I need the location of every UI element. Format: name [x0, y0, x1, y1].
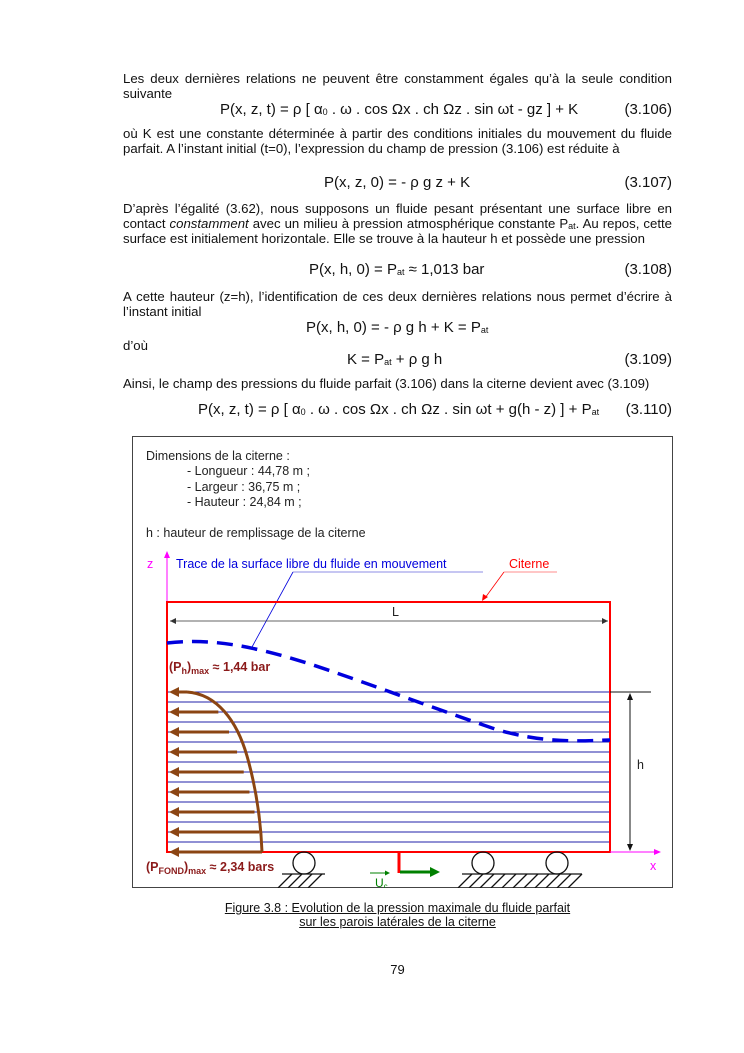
pressure-arrowhead-icon [169, 827, 179, 837]
dims-title: Dimensions de la citerne : [146, 449, 290, 463]
figure-tank-diagram: Dimensions de la citerne : - Longueur : … [132, 436, 673, 888]
x-axis-arrow-icon [654, 849, 661, 855]
citerne-leader [484, 571, 505, 599]
paragraph-4: A cette hauteur (z=h), l’identification … [123, 289, 672, 319]
trace-label: Trace de la surface libre du fluide en m… [176, 557, 447, 571]
pressure-arrowhead-icon [169, 787, 179, 797]
free-surface-trace [166, 639, 611, 743]
equation-k: P(x, h, 0) = - ρ g h + K = Pat [306, 319, 489, 336]
caption-line-2: sur les parois latérales de la citerne [299, 915, 496, 929]
paragraph-3: D’après l’égalité (3.62), nous supposons… [123, 201, 672, 246]
paragraph-1: Les deux dernières relations ne peuvent … [123, 71, 672, 101]
x-label: x [650, 859, 657, 873]
equation-3-109: K = Pat + ρ g h (3.109) [347, 351, 672, 368]
tank [166, 601, 611, 853]
equation-3-106: P(x, z, t) = ρ [ α0 . ω . cos Ωx . ch Ωz… [220, 101, 672, 118]
pressure-arrows [169, 687, 262, 857]
page-number: 79 [390, 962, 405, 977]
pfond-max-label: (PFOND)max ≈ 2,34 bars [146, 860, 274, 876]
pressure-profile [186, 690, 264, 853]
equation-3-108: P(x, h, 0) = Pat ≈ 1,013 bar (3.108) [309, 261, 672, 278]
equation-3-107: P(x, z, 0) = - ρ g z + K (3.107) [324, 174, 672, 191]
citerne-label: Citerne [509, 557, 549, 571]
z-axis-arrow-icon [164, 551, 170, 558]
h-definition: h : hauteur de remplissage de la citerne [146, 526, 366, 540]
paragraph-6: Ainsi, le champ des pressions du fluide … [123, 376, 650, 391]
pressure-arrowhead-icon [169, 747, 179, 757]
trace-leader [251, 571, 294, 648]
pressure-arrowhead-icon [169, 687, 179, 697]
dim-length: - Longueur : 44,78 m ; [187, 464, 310, 478]
z-label: z [147, 557, 153, 571]
velocity-arrow-icon [430, 867, 440, 877]
citerne-arrow-icon [482, 594, 488, 601]
pressure-arrowhead-icon [169, 727, 179, 737]
ph-max-label: (Ph)max ≈ 1,44 bar [169, 660, 270, 676]
dim-height: - Hauteur : 24,84 m ; [187, 495, 302, 509]
caption-line-1: Figure 3.8 : Evolution de la pression ma… [224, 901, 571, 915]
dim-width: - Largeur : 36,75 m ; [187, 480, 300, 494]
uc-label: Uc [375, 876, 388, 888]
supports [277, 851, 583, 888]
pressure-arrowhead-icon [169, 767, 179, 777]
pressure-arrowhead-icon [169, 847, 179, 857]
equation-3-110: P(x, z, t) = ρ [ α0 . ω . cos Ωx . ch Ωz… [198, 401, 672, 418]
paragraph-5: d’où [123, 338, 148, 353]
L-label: L [392, 605, 399, 619]
pressure-arrowhead-icon [169, 807, 179, 817]
pressure-arrowhead-icon [169, 707, 179, 717]
figure-caption: Figure 3.8 : Evolution de la pression ma… [123, 901, 672, 929]
paragraph-2: où K est une constante déterminée à part… [123, 126, 672, 156]
uc-arrow-icon [385, 870, 390, 876]
h-label: h [637, 758, 644, 772]
